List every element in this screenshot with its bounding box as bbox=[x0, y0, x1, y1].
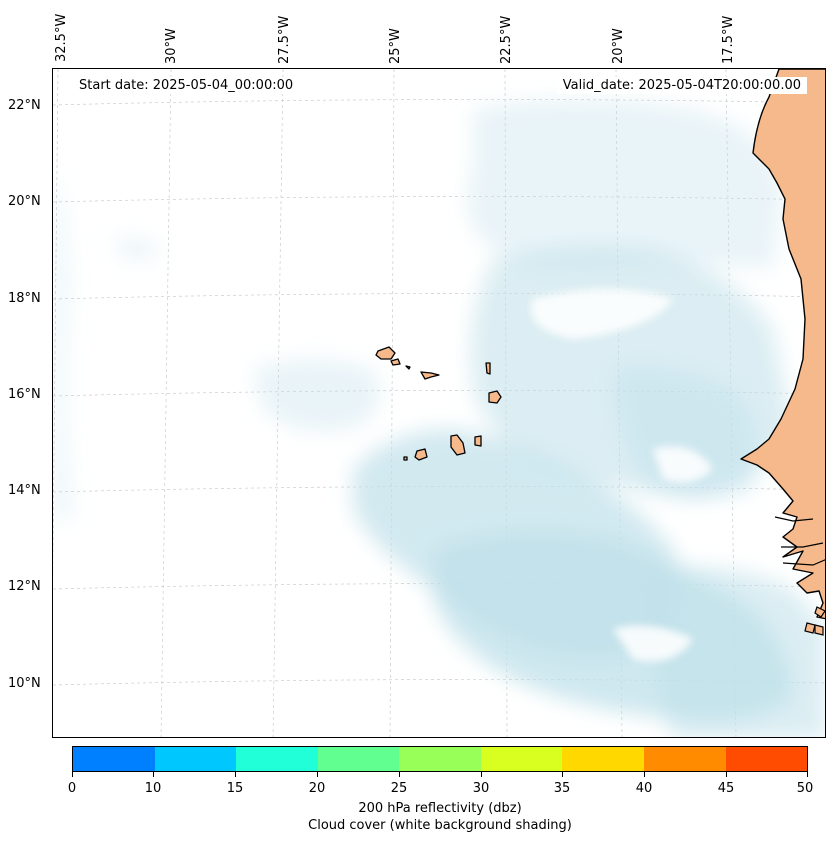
lon-label-22-5w: 22.5°W bbox=[499, 15, 514, 64]
colorbar-tick-label: 0 bbox=[67, 781, 77, 796]
cloud-cover-shading bbox=[53, 99, 825, 737]
lon-label-30w: 30°W bbox=[164, 28, 179, 64]
lon-label-20w: 20°W bbox=[611, 28, 626, 64]
lon-label-17-5w: 17.5°W bbox=[721, 15, 736, 64]
colorbar-tick bbox=[72, 772, 73, 777]
colorbar-tick-label: 20 bbox=[308, 781, 326, 796]
colorbar-segment-30-35 bbox=[480, 747, 563, 771]
fogo bbox=[414, 448, 428, 461]
bijagos-islands bbox=[804, 606, 825, 636]
colorbar-tick bbox=[644, 772, 645, 777]
colorbar-tick-label: 15 bbox=[226, 781, 244, 796]
colorbar-segment-10-15 bbox=[154, 747, 237, 771]
santiago bbox=[450, 434, 466, 456]
map-panel: Start date: 2025-05-04_00:00:00 Valid_da… bbox=[52, 68, 826, 738]
lat-label-22n: 22°N bbox=[8, 98, 41, 113]
colorbar-tick bbox=[562, 772, 563, 777]
colorbar-segment-0-10 bbox=[73, 747, 155, 771]
colorbar-tick-label: 10 bbox=[144, 781, 162, 796]
colorbar-tick bbox=[481, 772, 482, 777]
colorbar-tick bbox=[317, 772, 318, 777]
colorbar-segment-45-50 bbox=[725, 747, 808, 771]
cape-verde-islands bbox=[375, 346, 502, 461]
sao-nicolau bbox=[420, 371, 440, 380]
start-date-label: Start date: 2025-05-04_00:00:00 bbox=[73, 77, 300, 94]
colorbar-tick-label: 25 bbox=[390, 781, 408, 796]
gambia-river bbox=[774, 516, 825, 566]
colorbar-tick-label: 30 bbox=[472, 781, 490, 796]
map-canvas bbox=[53, 69, 825, 737]
lat-label-14n: 14°N bbox=[8, 483, 41, 498]
colorbar-tick bbox=[399, 772, 400, 777]
west-africa-coast bbox=[740, 69, 825, 620]
colorbar-segment-25-30 bbox=[399, 747, 481, 771]
colorbar-tick-label: 50 bbox=[796, 781, 814, 796]
lat-label-12n: 12°N bbox=[8, 579, 41, 594]
lon-label-32-5w: 32.5°W bbox=[54, 13, 69, 62]
lat-label-20n: 20°N bbox=[8, 194, 41, 209]
colorbar-tick-label: 40 bbox=[635, 781, 653, 796]
colorbar-tick bbox=[235, 772, 236, 777]
lon-label-27-5w: 27.5°W bbox=[277, 15, 292, 64]
lon-label-25w: 25°W bbox=[388, 28, 403, 64]
cloud-clear-patches bbox=[531, 289, 713, 662]
colorbar-label: 200 hPa reflectivity (dbz) bbox=[358, 801, 522, 816]
colorbar-segment-35-40 bbox=[562, 747, 644, 771]
colorbar-tick-label: 35 bbox=[553, 781, 571, 796]
colorbar-tick bbox=[807, 772, 808, 777]
santo-antao bbox=[375, 346, 396, 360]
santa-luzia bbox=[405, 365, 411, 370]
colorbar-tick bbox=[726, 772, 727, 777]
colorbar-sublabel: Cloud cover (white background shading) bbox=[308, 818, 572, 833]
colorbar-tick bbox=[153, 772, 154, 777]
sao-vicente bbox=[390, 358, 401, 366]
brava bbox=[403, 456, 408, 461]
valid-date-label: Valid_date: 2025-05-04T20:00:00.00 bbox=[556, 77, 807, 94]
lat-label-16n: 16°N bbox=[8, 387, 41, 402]
colorbar-tick-label: 45 bbox=[717, 781, 735, 796]
lat-label-18n: 18°N bbox=[8, 291, 41, 306]
maio bbox=[474, 435, 482, 447]
boa-vista bbox=[488, 390, 502, 404]
colorbar-segment-40-45 bbox=[643, 747, 726, 771]
sal bbox=[485, 362, 491, 375]
colorbar-segment-20-25 bbox=[317, 747, 400, 771]
lat-label-10n: 10°N bbox=[8, 676, 41, 691]
colorbar-segment-15-20 bbox=[236, 747, 318, 771]
reflectivity-colorbar bbox=[72, 746, 808, 772]
